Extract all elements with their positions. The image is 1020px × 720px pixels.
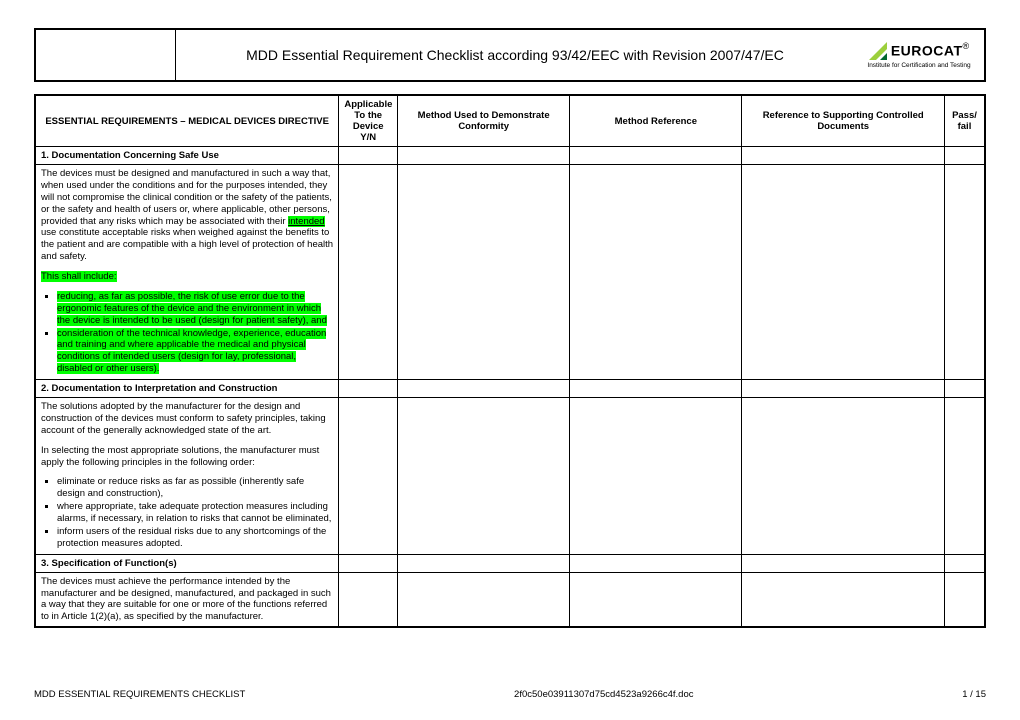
col-documents: Reference to Supporting Controlled Docum… xyxy=(742,95,945,147)
table-header-row: ESSENTIAL REQUIREMENTS – MEDICAL DEVICES… xyxy=(35,95,985,147)
section2-bullet3: inform users of the residual risks due t… xyxy=(57,526,333,550)
col-passfail: Pass/ fail xyxy=(944,95,985,147)
section2-title: 2. Documentation to Interpretation and C… xyxy=(35,380,339,398)
section3-body: The devices must achieve the performance… xyxy=(35,572,339,627)
section1-bullet2: consideration of the technical knowledge… xyxy=(57,328,333,376)
section1-bullet1: reducing, as far as possible, the risk o… xyxy=(57,291,333,327)
col-reference: Method Reference xyxy=(570,95,742,147)
logo-tagline: Institute for Certification and Testing xyxy=(867,62,970,69)
col-applicable: Applicable To the Device Y/N xyxy=(339,95,398,147)
section3-body-row: The devices must achieve the performance… xyxy=(35,572,985,627)
section1-title-row: 1. Documentation Concerning Safe Use xyxy=(35,147,985,165)
section3-title: 3. Specification of Function(s) xyxy=(35,554,339,572)
logo-block: EUROCAT® Institute for Certification and… xyxy=(854,30,984,80)
header-left-blank xyxy=(36,30,176,80)
section1-title: 1. Documentation Concerning Safe Use xyxy=(35,147,339,165)
checklist-table: ESSENTIAL REQUIREMENTS – MEDICAL DEVICES… xyxy=(34,94,986,628)
page-footer: MDD ESSENTIAL REQUIREMENTS CHECKLIST 2f0… xyxy=(34,689,986,700)
section1-body: The devices must be designed and manufac… xyxy=(35,165,339,380)
section2-bullet2: where appropriate, take adequate protect… xyxy=(57,501,333,525)
document-header: MDD Essential Requirement Checklist acco… xyxy=(34,28,986,82)
document-title: MDD Essential Requirement Checklist acco… xyxy=(176,30,854,80)
footer-center: 2f0c50e03911307d75cd4523a9266c4f.doc xyxy=(514,689,693,700)
section2-bullet1: eliminate or reduce risks as far as poss… xyxy=(57,476,333,500)
section2-body: The solutions adopted by the manufacture… xyxy=(35,398,339,555)
section1-body-row: The devices must be designed and manufac… xyxy=(35,165,985,380)
logo-mark-icon xyxy=(869,42,887,60)
footer-right: 1 / 15 xyxy=(962,689,986,700)
section2-title-row: 2. Documentation to Interpretation and C… xyxy=(35,380,985,398)
logo-name: EUROCAT® xyxy=(891,41,969,60)
col-method: Method Used to Demonstrate Conformity xyxy=(398,95,570,147)
section2-body-row: The solutions adopted by the manufacture… xyxy=(35,398,985,555)
col-requirements: ESSENTIAL REQUIREMENTS – MEDICAL DEVICES… xyxy=(35,95,339,147)
footer-left: MDD ESSENTIAL REQUIREMENTS CHECKLIST xyxy=(34,689,245,700)
section3-title-row: 3. Specification of Function(s) xyxy=(35,554,985,572)
